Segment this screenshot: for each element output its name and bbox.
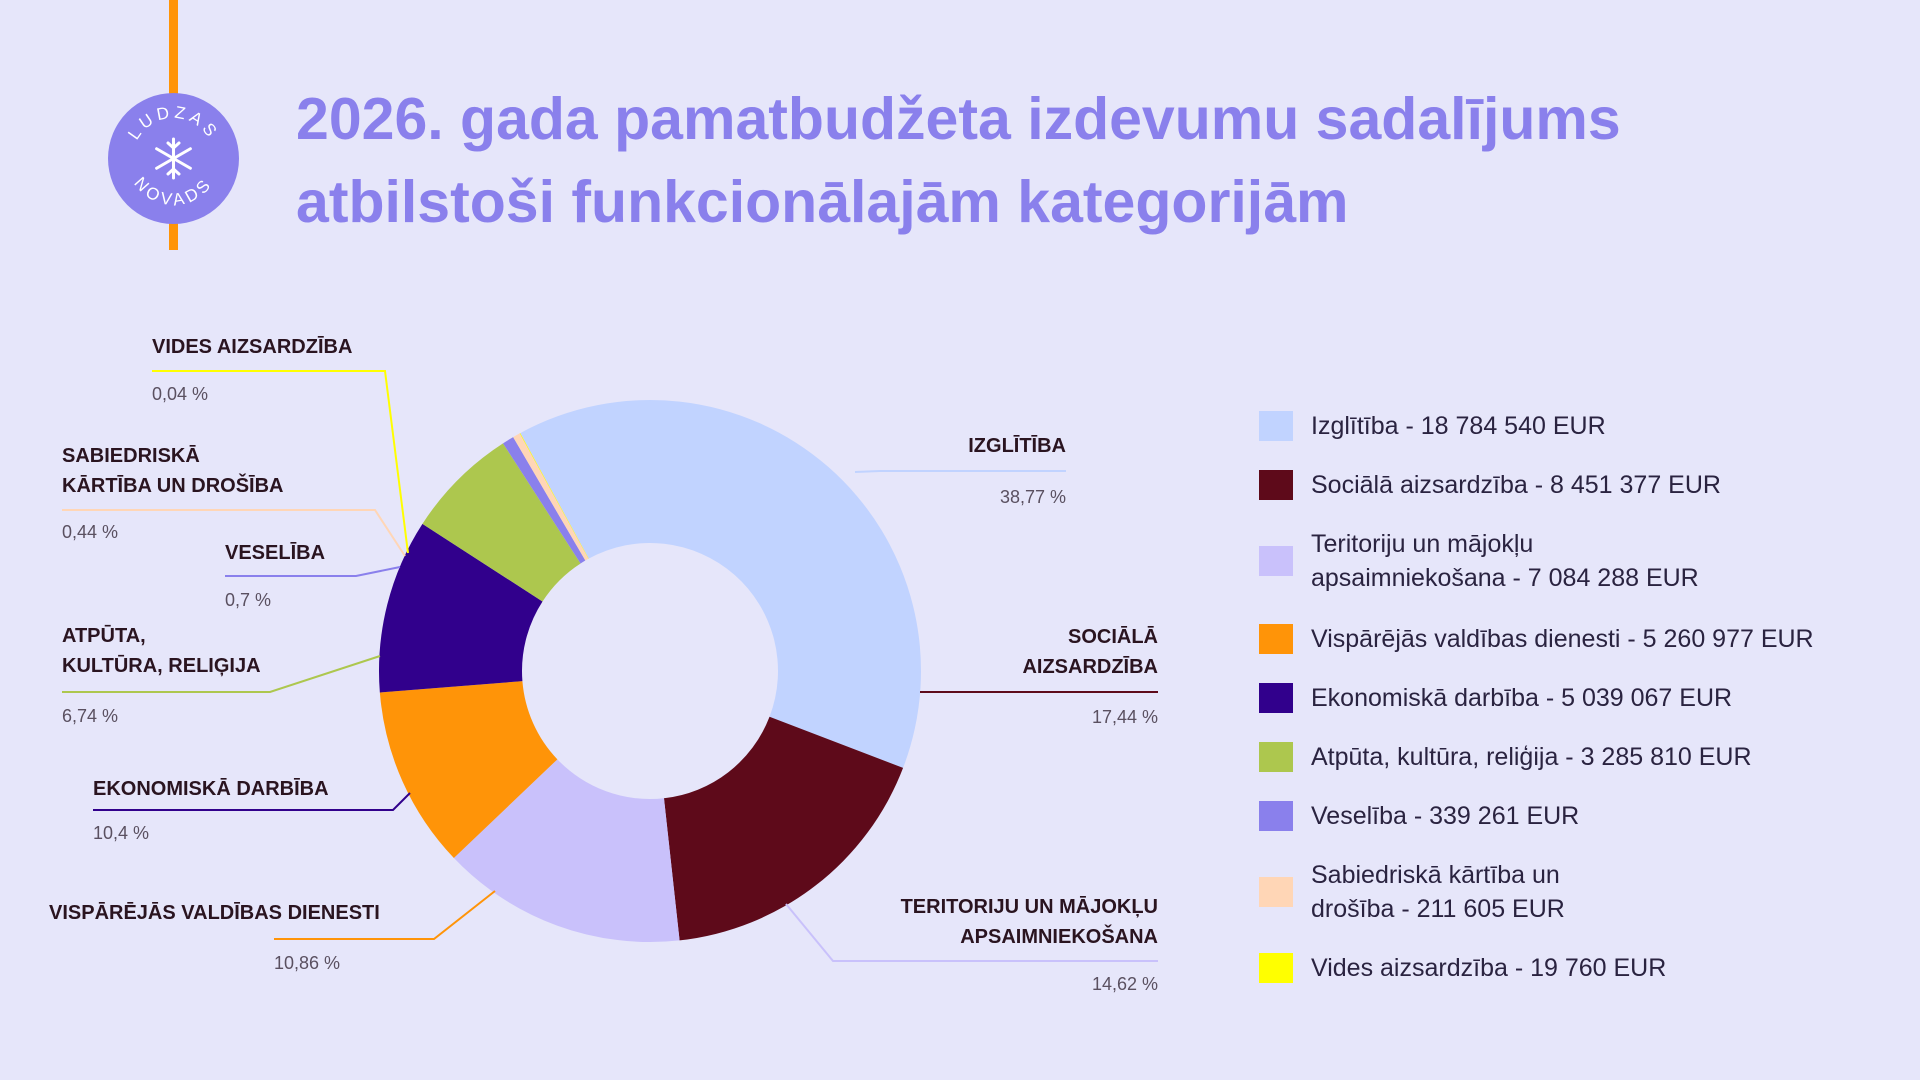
donut-slice-3 bbox=[379, 681, 558, 859]
slice-label-1-line-1: AIZSARDZĪBA bbox=[1022, 656, 1158, 678]
leader-line-8 bbox=[152, 370, 409, 554]
legend-text-6: Veselība - 339 261 EUR bbox=[1311, 802, 1580, 830]
legend-item-6: Veselība - 339 261 EUR bbox=[1259, 799, 1909, 833]
legend-text-1: Sociālā aizsardzība - 8 451 377 EUR bbox=[1311, 471, 1721, 499]
leader-line-5 bbox=[62, 655, 381, 693]
slice-label-2-line-0: TERITORIJU UN MĀJOKĻU bbox=[901, 896, 1158, 918]
slice-label-6-line-0: VESELĪBA bbox=[225, 542, 325, 564]
slice-label-8-line-0: VIDES AIZSARDZĪBA bbox=[152, 336, 352, 358]
legend-text-8: Vides aizsardzība - 19 760 EUR bbox=[1311, 954, 1667, 982]
leader-line-0 bbox=[854, 470, 1066, 473]
slice-label-0-line-0: IZGLĪTĪBA bbox=[968, 435, 1066, 457]
slice-label-7-line-1: KĀRTĪBA UN DROŠĪBA bbox=[62, 473, 283, 497]
slice-label-5-line-1: KULTŪRA, RELIĢIJA bbox=[62, 655, 261, 677]
page-title: 2026. gada pamatbudžeta izdevumu sadalīj… bbox=[296, 78, 1856, 244]
donut-slice-7 bbox=[513, 433, 589, 561]
legend-text-2: Teritoriju un mājokļu apsaimniekošana - 7… bbox=[1311, 530, 1699, 592]
donut-slice-6 bbox=[502, 437, 586, 564]
donut-slice-4 bbox=[379, 523, 543, 693]
legend-item-3: Vispārējās valdības dienesti - 5 260 977… bbox=[1259, 622, 1909, 656]
leader-line-2 bbox=[785, 903, 1158, 962]
slice-label-4-line-0: EKONOMISKĀ DARBĪBA bbox=[93, 778, 329, 800]
leader-line-6 bbox=[225, 566, 401, 577]
slice-percent-4: 10,4 % bbox=[93, 823, 149, 843]
legend-item-8: Vides aizsardzība - 19 760 EUR bbox=[1259, 951, 1909, 985]
slice-label-3-line-0: VISPĀRĒJĀS VALDĪBAS DIENESTI bbox=[49, 902, 380, 924]
legend-item-4: Ekonomiskā darbība - 5 039 067 EUR bbox=[1259, 681, 1909, 715]
legend-text-5: Atpūta, kultūra, reliģija - 3 285 810 EU… bbox=[1311, 743, 1752, 771]
donut-slice-8 bbox=[519, 433, 589, 559]
legend-swatch-4 bbox=[1259, 683, 1293, 713]
donut-slice-0 bbox=[520, 399, 921, 768]
legend-item-5: Atpūta, kultūra, reliģija - 3 285 810 EU… bbox=[1259, 740, 1909, 774]
legend-swatch-0 bbox=[1259, 411, 1293, 441]
ludzas-novads-logo: LUDZAS NOVADS bbox=[108, 93, 239, 224]
legend-text-0: Izglītība - 18 784 540 EUR bbox=[1311, 412, 1606, 440]
legend-text-7: Sabiedriskā kārtība un drošība - 211 605 … bbox=[1311, 861, 1565, 923]
legend-swatch-5 bbox=[1259, 742, 1293, 772]
slice-percent-1: 17,44 % bbox=[1092, 707, 1158, 727]
slice-label-1-line-0: SOCIĀLĀ bbox=[1068, 626, 1158, 648]
legend-item-1: Sociālā aizsardzība - 8 451 377 EUR bbox=[1259, 468, 1909, 502]
donut-chart: IZGLĪTĪBA 38,77 % SOCIĀLĀ AIZSARDZĪBA 17,44 … bbox=[49, 336, 1158, 994]
legend-item-2: Teritoriju un mājokļu apsaimniekošana - 7… bbox=[1259, 527, 1909, 595]
slice-percent-6: 0,7 % bbox=[225, 590, 271, 610]
legend-item-0: Izglītība - 18 784 540 EUR bbox=[1259, 409, 1909, 443]
legend-text-4: Ekonomiskā darbība - 5 039 067 EUR bbox=[1311, 684, 1733, 712]
legend-item-7: Sabiedriskā kārtība un drošība - 211 605 … bbox=[1259, 858, 1909, 926]
slice-percent-0: 38,77 % bbox=[1000, 487, 1066, 507]
slice-percent-5: 6,74 % bbox=[62, 706, 118, 726]
legend-swatch-7 bbox=[1259, 877, 1293, 907]
legend-swatch-3 bbox=[1259, 624, 1293, 654]
slice-label-2-line-1: APSAIMNIEKOŠANA bbox=[960, 924, 1158, 948]
slice-percent-2: 14,62 % bbox=[1092, 974, 1158, 994]
slice-label-5-line-0: ATPŪTA, bbox=[62, 625, 146, 647]
legend-text-3: Vispārējās valdības dienesti - 5 260 977… bbox=[1311, 625, 1814, 653]
donut-slice-5 bbox=[422, 443, 581, 602]
legend-swatch-1 bbox=[1259, 470, 1293, 500]
title-line-2: atbilstoši funkcionālajām kategorijām bbox=[296, 169, 1349, 235]
donut-slice-2 bbox=[453, 759, 680, 942]
slice-percent-3: 10,86 % bbox=[274, 953, 340, 973]
legend-swatch-6 bbox=[1259, 801, 1293, 831]
leader-line-7 bbox=[62, 509, 406, 557]
donut-slice-1 bbox=[663, 716, 904, 941]
leader-line-3 bbox=[274, 890, 496, 940]
leader-line-4 bbox=[93, 792, 411, 811]
legend-swatch-8 bbox=[1259, 953, 1293, 983]
slice-percent-7: 0,44 % bbox=[62, 522, 118, 542]
title-line-1: 2026. gada pamatbudžeta izdevumu sadalīj… bbox=[296, 86, 1621, 152]
slice-label-7-line-0: SABIEDRISKĀ bbox=[62, 445, 200, 467]
legend-swatch-2 bbox=[1259, 546, 1293, 576]
snowflake-icon bbox=[155, 137, 192, 180]
slice-percent-8: 0,04 % bbox=[152, 384, 208, 404]
